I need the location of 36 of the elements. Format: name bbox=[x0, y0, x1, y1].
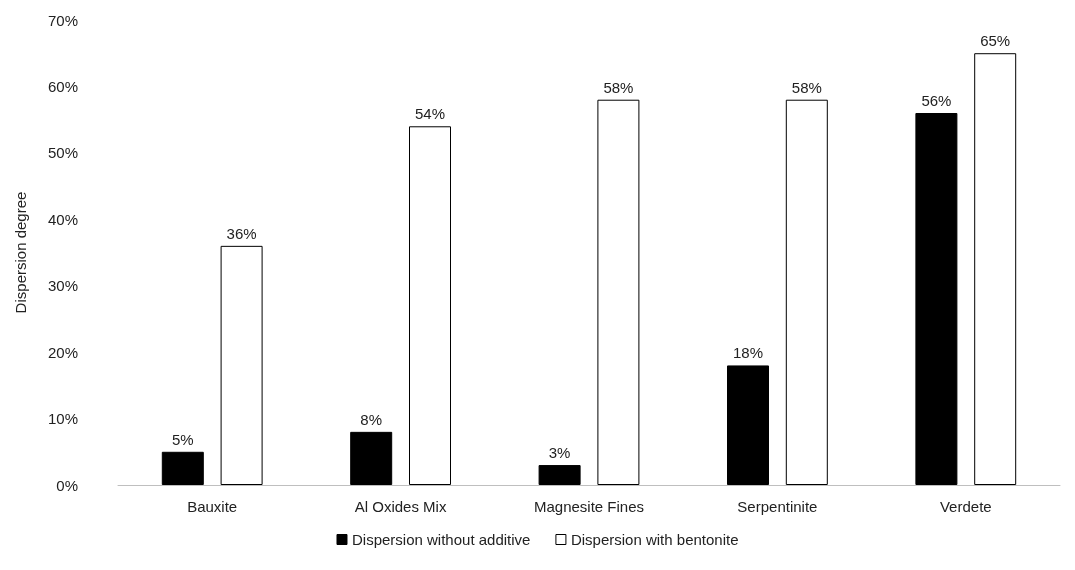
y-axis-title: Dispersion degree bbox=[12, 191, 29, 314]
data-label: 56% bbox=[921, 92, 952, 109]
y-tick-label: 10% bbox=[47, 410, 78, 428]
y-tick-label: 70% bbox=[47, 11, 78, 29]
bar bbox=[597, 99, 640, 485]
y-tick-label: 50% bbox=[47, 144, 78, 162]
data-label: 18% bbox=[732, 344, 764, 362]
x-tick-label: Al Oxides Mix bbox=[354, 498, 447, 515]
bar bbox=[915, 113, 958, 485]
data-label: 58% bbox=[603, 78, 634, 96]
data-label: 5% bbox=[171, 430, 194, 448]
bar bbox=[727, 365, 769, 485]
x-tick-label: Verdete bbox=[939, 498, 992, 515]
bar bbox=[409, 126, 451, 485]
x-tick-label: Bauxite bbox=[187, 498, 238, 515]
y-tick-label: 20% bbox=[47, 343, 78, 361]
data-label: 3% bbox=[548, 444, 571, 462]
bar bbox=[974, 53, 1017, 485]
legend-label: Dispersion without additive bbox=[351, 531, 531, 548]
data-label: 65% bbox=[980, 32, 1011, 50]
x-tick-label: Serpentinite bbox=[737, 498, 818, 515]
bar bbox=[538, 465, 581, 485]
bar bbox=[161, 451, 204, 485]
x-tick-label: Magnesite Fines bbox=[533, 498, 645, 515]
bar bbox=[220, 245, 263, 485]
legend-label: Dispersion with bentonite bbox=[570, 531, 739, 548]
y-tick-label: 30% bbox=[47, 277, 78, 295]
y-tick-label: 60% bbox=[47, 77, 78, 95]
y-tick-label: 0% bbox=[56, 476, 78, 494]
y-tick-label: 40% bbox=[47, 210, 78, 228]
data-label: 54% bbox=[414, 105, 446, 123]
data-label: 36% bbox=[226, 224, 257, 242]
data-label: 8% bbox=[360, 410, 383, 428]
bar bbox=[350, 431, 393, 485]
bar bbox=[785, 99, 828, 485]
data-label: 58% bbox=[791, 78, 822, 96]
